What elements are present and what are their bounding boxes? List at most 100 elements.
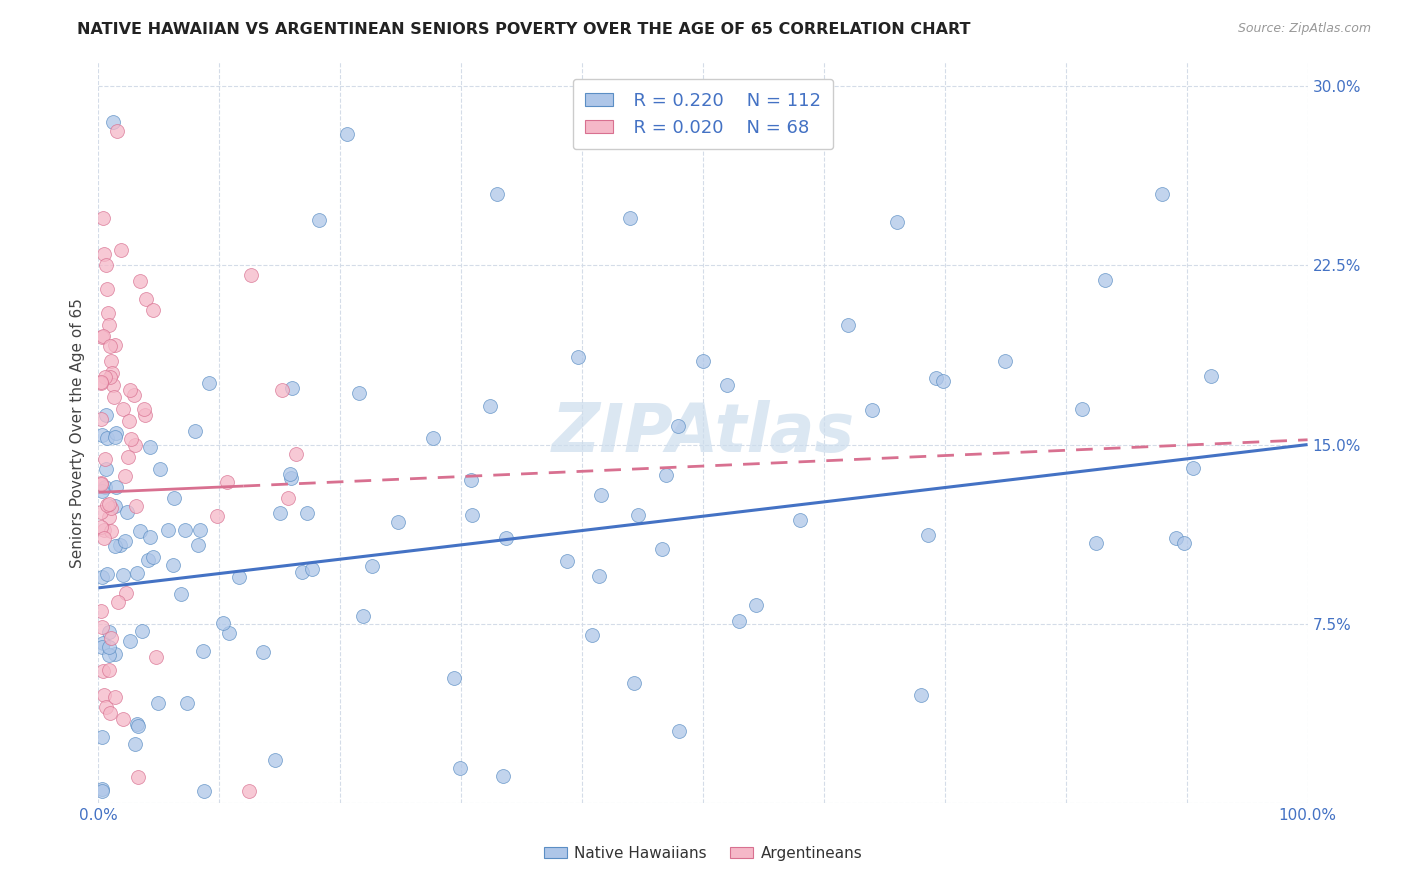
Point	[91, 620, 114, 634]
Point	[145, 650, 167, 665]
Point	[860, 403, 883, 417]
Point	[93, 531, 115, 545]
Point	[486, 186, 509, 201]
Point	[460, 473, 482, 487]
Point	[281, 381, 304, 395]
Point	[886, 215, 908, 229]
Point	[91, 330, 114, 344]
Point	[336, 127, 359, 141]
Point	[96, 431, 118, 445]
Point	[98, 497, 121, 511]
Point	[716, 377, 738, 392]
Point	[443, 671, 465, 685]
Point	[212, 616, 235, 631]
Point	[101, 377, 124, 392]
Point	[169, 587, 191, 601]
Point	[193, 784, 215, 798]
Point	[98, 663, 121, 677]
Point	[655, 468, 678, 483]
Point	[492, 769, 515, 783]
Point	[207, 508, 229, 523]
Point	[588, 569, 610, 583]
Point	[96, 499, 118, 513]
Point	[1164, 531, 1187, 545]
Point	[651, 542, 673, 557]
Point	[188, 524, 211, 538]
Point	[291, 565, 314, 579]
Point	[98, 510, 121, 524]
Point	[90, 376, 112, 390]
Point	[100, 632, 122, 646]
Point	[479, 400, 502, 414]
Point	[240, 268, 263, 282]
Point	[837, 318, 859, 333]
Point	[135, 293, 157, 307]
Point	[105, 123, 128, 137]
Point	[162, 558, 184, 573]
Point	[94, 700, 117, 714]
Legend: Native Hawaiians, Argentineans: Native Hawaiians, Argentineans	[537, 840, 869, 867]
Point	[994, 354, 1017, 368]
Point	[252, 645, 274, 659]
Point	[93, 370, 115, 384]
Point	[1181, 460, 1204, 475]
Point	[148, 696, 170, 710]
Point	[308, 213, 330, 227]
Point	[93, 246, 115, 260]
Point	[269, 506, 291, 520]
Point	[131, 624, 153, 638]
Point	[104, 425, 127, 440]
Point	[125, 566, 148, 580]
Point	[422, 431, 444, 445]
Point	[176, 696, 198, 710]
Point	[98, 339, 121, 353]
Point	[96, 282, 118, 296]
Point	[218, 626, 240, 640]
Point	[127, 717, 149, 731]
Point	[91, 731, 114, 745]
Point	[127, 770, 149, 784]
Point	[91, 484, 114, 499]
Point	[128, 524, 150, 539]
Point	[100, 366, 122, 380]
Point	[129, 274, 152, 288]
Point	[98, 625, 121, 640]
Point	[910, 689, 932, 703]
Point	[90, 604, 112, 618]
Point	[925, 371, 948, 385]
Point	[238, 784, 260, 798]
Text: NATIVE HAWAIIAN VS ARGENTINEAN SENIORS POVERTY OVER THE AGE OF 65 CORRELATION CH: NATIVE HAWAIIAN VS ARGENTINEAN SENIORS P…	[77, 22, 970, 37]
Point	[115, 505, 138, 519]
Point	[271, 383, 294, 397]
Point	[91, 781, 114, 796]
Point	[93, 480, 115, 494]
Point	[449, 761, 471, 775]
Point	[136, 553, 159, 567]
Point	[117, 450, 139, 464]
Point	[627, 508, 650, 522]
Point	[932, 374, 955, 388]
Point	[666, 419, 689, 434]
Text: Source: ZipAtlas.com: Source: ZipAtlas.com	[1237, 22, 1371, 36]
Point	[1201, 369, 1223, 384]
Point	[156, 523, 179, 537]
Point	[120, 634, 142, 648]
Point	[347, 385, 370, 400]
Point	[1173, 536, 1195, 550]
Point	[104, 480, 127, 494]
Point	[100, 524, 122, 538]
Point	[111, 568, 134, 582]
Point	[120, 432, 142, 446]
Point	[90, 376, 112, 390]
Point	[97, 648, 120, 663]
Point	[98, 370, 121, 384]
Point	[567, 350, 589, 364]
Point	[280, 471, 302, 485]
Point	[692, 354, 714, 368]
Point	[108, 538, 131, 552]
Point	[100, 500, 122, 515]
Point	[495, 531, 517, 545]
Point	[352, 608, 374, 623]
Point	[98, 318, 121, 333]
Point	[591, 488, 613, 502]
